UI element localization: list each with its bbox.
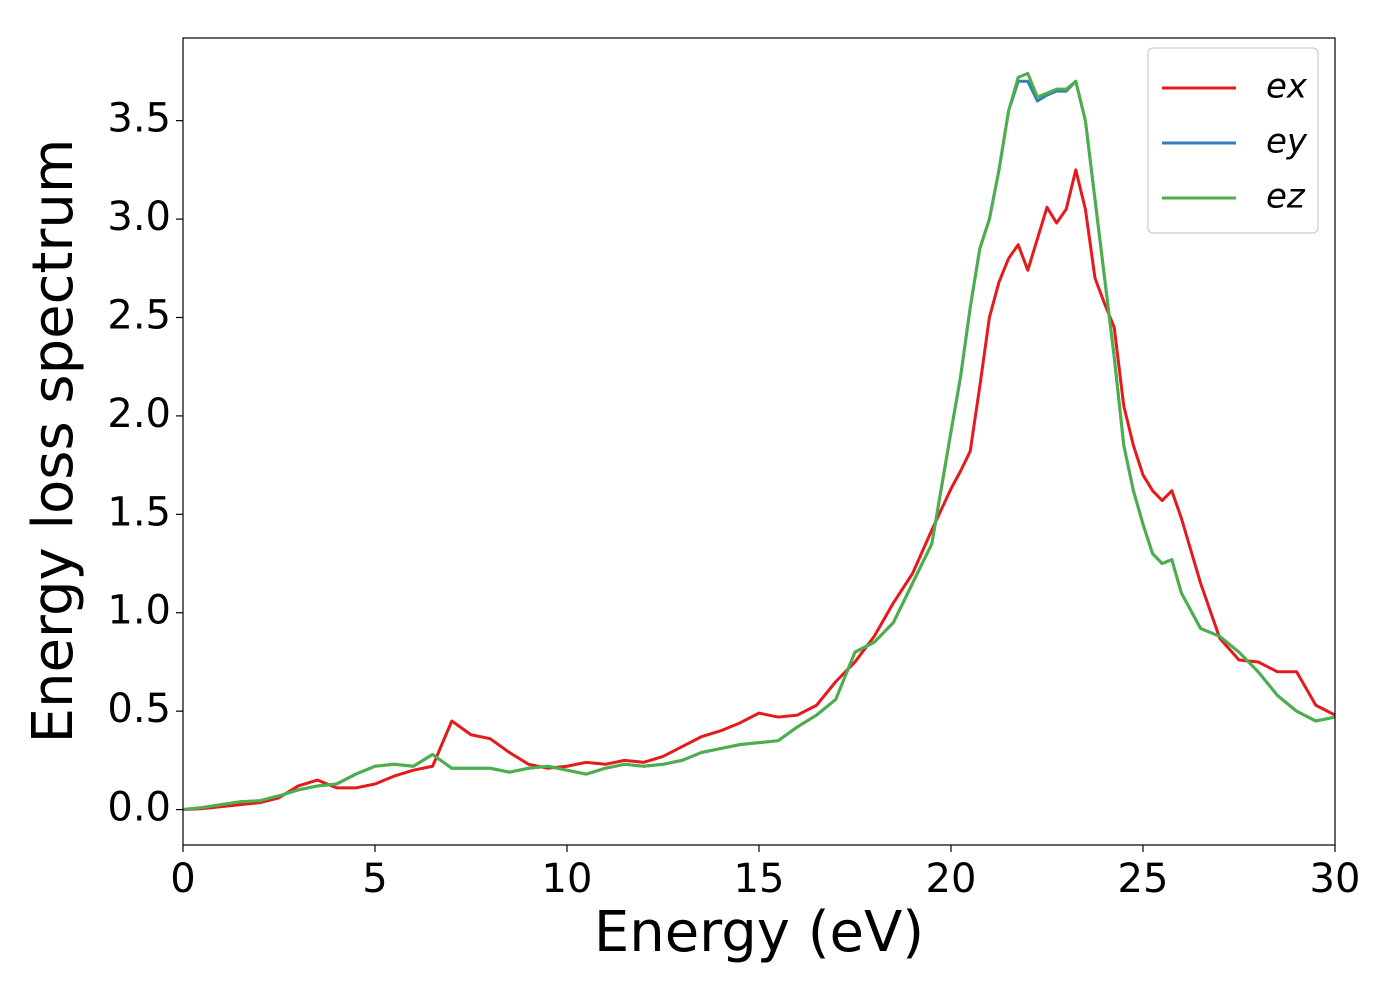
x-tick-label: 10 (542, 856, 593, 902)
x-tick-label: 20 (926, 856, 977, 902)
legend-box (1147, 47, 1319, 234)
x-tick-label: 15 (734, 856, 785, 902)
y-tick-label: 2.5 (107, 292, 171, 338)
y-tick-label: 3.0 (107, 194, 171, 240)
series-line (183, 71, 1335, 812)
x-tick-label: 25 (1118, 856, 1169, 902)
x-axis-label: Energy (eV) (594, 900, 924, 965)
y-tick-label: 0.5 (107, 686, 171, 732)
y-tick-label: 1.0 (107, 588, 171, 634)
x-tick-label: 0 (170, 856, 195, 902)
y-tick-label: 1.5 (107, 489, 171, 535)
legend-label: ey (1266, 122, 1308, 162)
y-tick-label: 0.0 (107, 785, 171, 831)
legend-label: ex (1266, 67, 1308, 107)
y-tick-label: 3.5 (107, 96, 171, 142)
legend-label: ez (1266, 177, 1306, 217)
plot-frame (182, 37, 1336, 846)
x-tick-label: 30 (1310, 856, 1361, 902)
x-tick-label: 5 (362, 856, 387, 902)
series-line (183, 168, 1335, 812)
y-tick-label: 2.0 (107, 391, 171, 437)
y-axis-label: Energy loss spectrum (21, 139, 86, 744)
